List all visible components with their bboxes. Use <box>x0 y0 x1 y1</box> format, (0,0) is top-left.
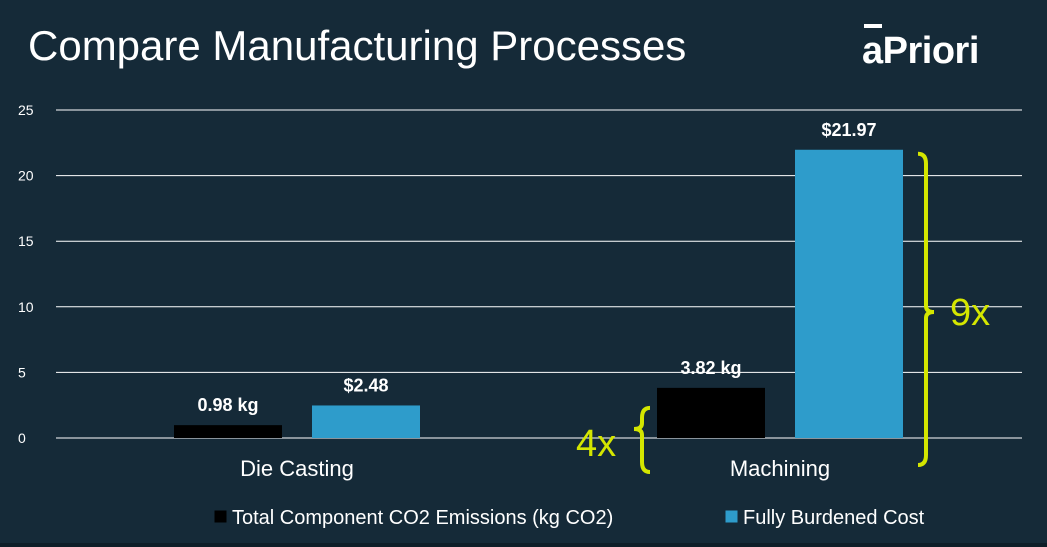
legend-swatch <box>725 510 738 523</box>
y-tick-label: 5 <box>18 364 26 380</box>
x-category-label: Die Casting <box>240 456 354 481</box>
y-tick-label: 20 <box>18 168 34 184</box>
y-tick-label: 0 <box>18 430 26 446</box>
y-tick-label: 10 <box>18 299 34 315</box>
logo-macron <box>864 24 882 28</box>
annotation-9x: 9x <box>950 292 990 334</box>
data-label: 3.82 kg <box>680 358 741 378</box>
bar-cost-machining <box>795 149 903 438</box>
legend-label: Total Component CO2 Emissions (kg CO2) <box>232 507 613 529</box>
apriori-logo: aPriori <box>862 24 979 73</box>
slide-title: Compare Manufacturing Processes <box>28 22 687 69</box>
logo-text: aPriori <box>862 30 979 72</box>
bar-co2-machining <box>657 387 765 438</box>
bar-co2-die-casting <box>174 425 282 438</box>
footer-bar <box>0 543 1047 547</box>
legend-swatch <box>214 510 227 523</box>
legend-label: Fully Burdened Cost <box>743 507 925 529</box>
y-tick-label: 15 <box>18 233 34 249</box>
y-tick-label: 25 <box>18 102 34 118</box>
data-label: 0.98 kg <box>197 395 258 415</box>
data-label: $2.48 <box>343 375 388 395</box>
annotation-4x: 4x <box>576 423 616 465</box>
data-label: $21.97 <box>821 120 876 140</box>
bar-cost-die-casting <box>312 405 420 438</box>
x-category-label: Machining <box>730 456 830 481</box>
bracket-9x <box>917 151 935 467</box>
bracket-4x <box>633 405 651 474</box>
